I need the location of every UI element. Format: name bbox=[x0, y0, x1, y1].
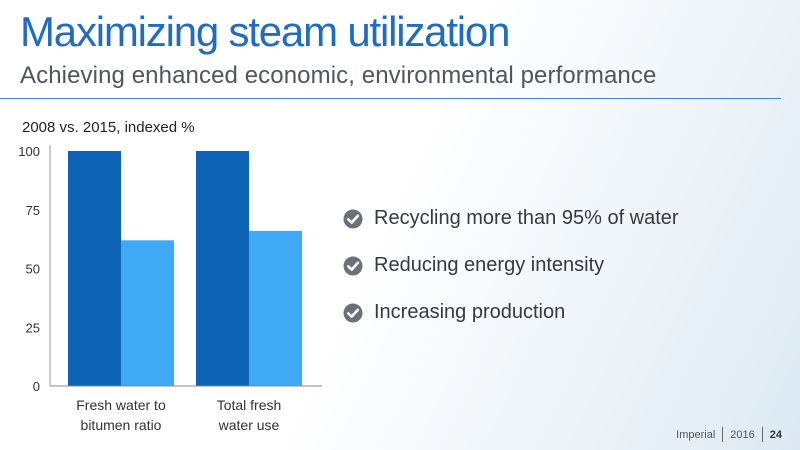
bar bbox=[121, 240, 174, 386]
slide-subtitle: Achieving enhanced economic, environment… bbox=[20, 62, 657, 89]
bar bbox=[196, 151, 249, 386]
footer-divider bbox=[722, 427, 724, 442]
chart-caption: 2008 vs. 2015, indexed % bbox=[22, 119, 195, 136]
x-tick-label: water use bbox=[218, 417, 280, 433]
bullet-item: Increasing production bbox=[343, 289, 679, 336]
bullet-item: Reducing energy intensity bbox=[343, 242, 679, 289]
bar bbox=[68, 151, 121, 386]
bullet-text: Increasing production bbox=[374, 301, 566, 323]
check-circle-icon bbox=[343, 209, 363, 228]
x-tick-label: bitumen ratio bbox=[81, 417, 162, 433]
bullet-text: Recycling more than 95% of water bbox=[374, 207, 679, 229]
footer-brand: Imperial bbox=[676, 428, 716, 441]
footer-divider bbox=[761, 427, 763, 442]
y-tick-label: 100 bbox=[18, 144, 40, 159]
bar-chart: 0 25 50 75 100 Fresh water to bitumen ratio Tot… bbox=[18, 144, 322, 433]
title-divider bbox=[0, 98, 781, 99]
y-tick-label: 50 bbox=[26, 262, 40, 277]
bullet-text: Reducing energy intensity bbox=[374, 254, 605, 276]
footer: Imperial 2016 24 bbox=[676, 427, 782, 442]
footer-year: 2016 bbox=[730, 428, 755, 441]
check-circle-icon bbox=[343, 303, 363, 322]
x-tick-label: Total fresh bbox=[217, 397, 282, 413]
y-tick-label: 75 bbox=[26, 203, 40, 218]
check-circle-icon bbox=[343, 256, 363, 275]
y-tick-label: 25 bbox=[26, 320, 40, 335]
page-number: 24 bbox=[769, 428, 782, 441]
slide-title: Maximizing steam utilization bbox=[20, 8, 510, 55]
bullet-list: Recycling more than 95% of water Reducin… bbox=[343, 195, 679, 336]
x-tick-label: Fresh water to bbox=[76, 397, 166, 413]
y-tick-label: 0 bbox=[33, 379, 40, 394]
bar bbox=[249, 230, 302, 386]
bullet-item: Recycling more than 95% of water bbox=[343, 195, 679, 242]
